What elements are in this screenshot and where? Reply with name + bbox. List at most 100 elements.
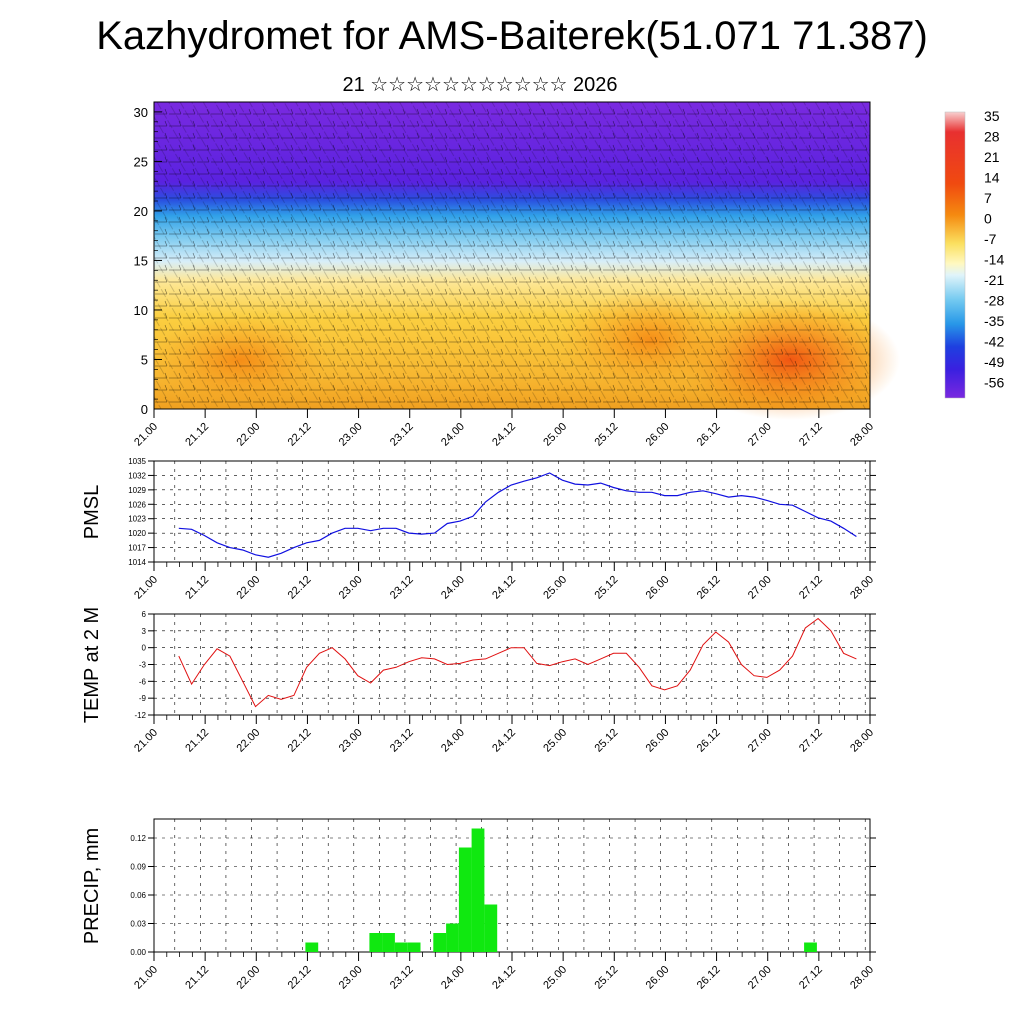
heatmap-x-tick-label: 22.00 — [234, 421, 262, 449]
colorbar-label: -42 — [984, 334, 1004, 350]
precip-x-tick-label: 24.12 — [490, 964, 518, 992]
pmsl-x-tick-label: 21.12 — [183, 574, 211, 602]
pmsl-y-axis: 1014 1017 1020 1023 1026 1029 1032 1035 — [128, 457, 876, 567]
pmsl-y-tick-label: 1017 — [128, 544, 146, 553]
temp-x-tick-label: 27.12 — [797, 727, 825, 755]
heatmap-y-tick-label: 25 — [134, 154, 148, 169]
precip-bar — [471, 828, 485, 952]
heatmap-y-tick-label: 5 — [141, 352, 148, 367]
colorbar: 35 28 21 14 7 0 -7 -14 -21 -28 -35 -42 -49 -56 — [944, 108, 1004, 399]
precip-panel: 0.00 0.03 0.06 0.09 0.12 21.00 21.12 22.00 22.1… — [81, 818, 876, 992]
precip-bar — [305, 942, 319, 952]
precip-x-tick-label: 23.12 — [388, 964, 416, 992]
pmsl-x-tick-label: 21.00 — [132, 574, 160, 602]
precip-x-tick-label: 26.00 — [644, 964, 672, 992]
temp-x-tick-label: 24.12 — [490, 727, 518, 755]
pmsl-y-tick-label: 1029 — [128, 486, 146, 495]
precip-x-tick-label: 21.12 — [183, 964, 211, 992]
precip-x-tick-label: 22.00 — [234, 964, 262, 992]
precip-bar — [433, 933, 447, 952]
colorbar-label: -28 — [984, 293, 1004, 309]
temp-x-tick-label: 26.00 — [644, 727, 672, 755]
heatmap-x-tick-label: 23.00 — [337, 421, 365, 449]
precip-x-tick-label: 24.00 — [439, 964, 467, 992]
precip-x-tick-label: 22.12 — [286, 964, 314, 992]
precip-x-tick-label: 27.12 — [797, 964, 825, 992]
pmsl-x-tick-label: 25.00 — [541, 574, 569, 602]
temp-x-tick-label: 28.00 — [848, 727, 876, 755]
colorbar-label: 21 — [984, 149, 1000, 165]
pmsl-x-tick-label: 22.00 — [234, 574, 262, 602]
chart-subtitle: 21 ☆☆☆☆☆☆☆☆☆☆☆ 2026 — [342, 74, 618, 96]
pmsl-x-tick-label: 22.12 — [286, 574, 314, 602]
precip-bar — [804, 942, 817, 952]
temp-y-tick-label: -6 — [139, 677, 147, 686]
temp-x-tick-label: 25.12 — [592, 727, 620, 755]
temp-x-tick-label: 21.12 — [183, 727, 211, 755]
heatmap-x-tick-label: 27.12 — [797, 421, 825, 449]
precip-x-tick-label: 25.00 — [541, 964, 569, 992]
temp-y-tick-label: 6 — [142, 610, 147, 619]
pmsl-x-tick-label: 25.12 — [592, 574, 620, 602]
colorbar-label: 35 — [984, 108, 1000, 124]
precip-frame — [153, 818, 871, 953]
temp-grid — [154, 614, 870, 715]
colorbar-label: -35 — [984, 313, 1004, 329]
temp-x-tick-label: 23.12 — [388, 727, 416, 755]
pmsl-x-tick-label: 26.12 — [695, 574, 723, 602]
temp-x-tick-label: 27.00 — [746, 727, 774, 755]
precip-bar — [407, 942, 421, 952]
colorbar-label: -49 — [984, 354, 1004, 370]
pmsl-x-tick-label: 26.00 — [644, 574, 672, 602]
heatmap-y-tick-label: 0 — [141, 402, 148, 417]
pmsl-y-tick-label: 1026 — [128, 500, 146, 509]
temp-x-tick-label: 21.00 — [132, 727, 160, 755]
pmsl-frame — [153, 460, 871, 563]
temp-panel: -12 -9 -6 -3 0 3 6 21.00 21.12 22.00 22.12 23.00 23… — [81, 607, 876, 755]
colorbar-scale — [944, 111, 966, 399]
pmsl-y-tick-label: 1023 — [128, 515, 146, 524]
pmsl-grid — [154, 461, 870, 562]
temp-series-line — [178, 617, 857, 708]
temp-y-tick-label: 3 — [142, 627, 147, 636]
temp-x-tick-label: 23.00 — [337, 727, 365, 755]
heatmap-x-tick-label: 27.00 — [746, 421, 774, 449]
temp-ylabel: TEMP at 2 M — [81, 607, 103, 723]
temp-y-tick-label: 0 — [142, 644, 147, 653]
chart-title: Kazhydromet for AMS-Baiterek(51.071 71.3… — [96, 14, 928, 58]
precip-y-axis: 0.00 0.03 0.06 0.09 0.12 — [130, 834, 876, 957]
heatmap-x-tick-label: 21.00 — [132, 421, 160, 449]
precip-y-tick-label: 0.12 — [130, 834, 146, 843]
temp-x-tick-label: 25.00 — [541, 727, 569, 755]
pmsl-x-axis: 21.00 21.12 22.00 22.12 23.00 23.12 24.00 24.12… — [132, 562, 876, 602]
heatmap-x-tick-label: 26.00 — [644, 421, 672, 449]
heatmap-x-tick-label: 25.12 — [592, 421, 620, 449]
heatmap-x-tick-label: 23.12 — [388, 421, 416, 449]
colorbar-labels: 35 28 21 14 7 0 -7 -14 -21 -28 -35 -42 -49 -56 — [984, 108, 1004, 391]
precip-bars — [305, 828, 817, 952]
precip-ylabel: PRECIP, mm — [81, 828, 103, 944]
heatmap-x-tick-label: 28.00 — [848, 421, 876, 449]
precip-x-tick-label: 21.00 — [132, 964, 160, 992]
colorbar-label: 7 — [984, 190, 992, 206]
heatmap-panel: 0 5 10 15 20 25 30 21.00 21.12 22.00 22.12 23.00 23… — [132, 101, 900, 449]
heatmap-y-tick-label: 15 — [134, 253, 148, 268]
precip-bar — [394, 942, 408, 952]
precip-y-tick-label: 0.00 — [130, 948, 146, 957]
heatmap-x-tick-label: 24.12 — [490, 421, 518, 449]
colorbar-label: -56 — [984, 375, 1004, 391]
temp-y-tick-label: -9 — [139, 694, 147, 703]
heatmap-y-tick-label: 20 — [134, 204, 148, 219]
temp-x-tick-label: 22.00 — [234, 727, 262, 755]
colorbar-label: -21 — [984, 272, 1004, 288]
precip-x-tick-label: 23.00 — [337, 964, 365, 992]
precip-x-tick-label: 27.00 — [746, 964, 774, 992]
pmsl-x-tick-label: 24.00 — [439, 574, 467, 602]
pmsl-series-line — [178, 472, 857, 558]
precip-y-tick-label: 0.09 — [130, 863, 146, 872]
precip-bar — [446, 923, 459, 952]
temp-x-tick-label: 26.12 — [695, 727, 723, 755]
pmsl-y-tick-label: 1020 — [128, 529, 146, 538]
precip-bar — [484, 904, 498, 952]
